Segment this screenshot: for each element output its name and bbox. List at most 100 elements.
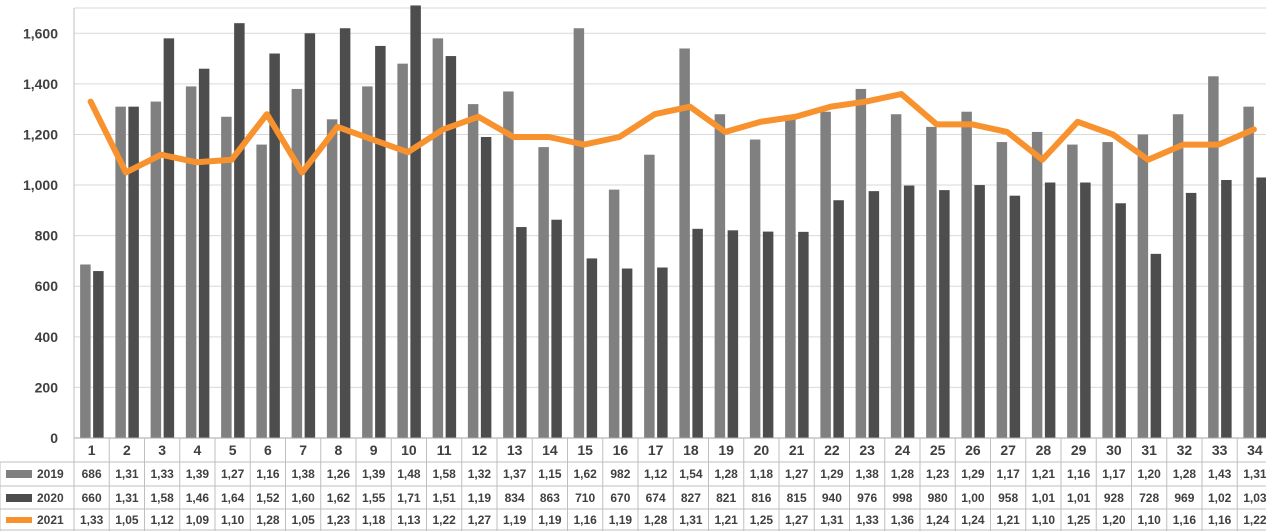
data-label-2021: 1,31 <box>820 513 844 527</box>
bar-2020 <box>339 28 351 439</box>
data-label-2019: 1,37 <box>503 467 527 481</box>
bar-2020 <box>480 137 492 438</box>
x-tick-label: 33 <box>1212 442 1228 458</box>
data-label-2019: 1,16 <box>1067 467 1091 481</box>
bar-2020 <box>304 33 316 438</box>
data-label-2021: 1,24 <box>961 513 985 527</box>
data-label-2019: 1,31 <box>1243 467 1266 481</box>
data-label-2020: 980 <box>928 491 948 505</box>
data-label-2020: 1,02 <box>1208 491 1232 505</box>
bar-2020 <box>1044 182 1056 438</box>
line-2021 <box>87 91 1257 176</box>
bar-2020 <box>1150 253 1162 438</box>
x-tick-label: 11 <box>437 442 452 458</box>
data-label-2020: 1,62 <box>327 491 351 505</box>
data-label-2021: 1,28 <box>256 513 280 527</box>
bar-2019 <box>397 63 408 438</box>
data-label-2021: 1,20 <box>1102 513 1126 527</box>
y-tick-label: 600 <box>35 278 59 294</box>
data-label-2019: 1,27 <box>785 467 809 481</box>
data-label-2021: 1,10 <box>221 513 245 527</box>
bar-2019 <box>221 116 232 438</box>
x-tick-label: 8 <box>334 442 342 458</box>
data-label-2020: 821 <box>716 491 736 505</box>
bar-2020 <box>410 5 421 439</box>
x-tick-label: 19 <box>718 442 734 458</box>
y-tick-label: 1,400 <box>23 76 58 92</box>
data-label-2019: 1,26 <box>327 467 351 481</box>
bar-2019 <box>855 88 867 439</box>
x-tick-label: 25 <box>930 442 946 458</box>
legend-key-2020 <box>6 494 32 502</box>
x-tick-label: 12 <box>472 442 488 458</box>
data-label-2021: 1,16 <box>1173 513 1197 527</box>
x-tick-label: 3 <box>158 442 166 458</box>
bar-2019 <box>573 28 585 439</box>
data-label-2021: 1,16 <box>573 513 597 527</box>
bar-2019 <box>961 111 972 439</box>
data-label-2019: 1,58 <box>432 467 456 481</box>
data-label-2019: 1,28 <box>714 467 738 481</box>
y-tick-label: 1,000 <box>23 177 58 193</box>
bar-2020 <box>128 106 139 438</box>
y-tick-label: 1,200 <box>23 126 58 142</box>
y-tick-label: 200 <box>35 379 59 395</box>
data-label-2020: 958 <box>998 491 1018 505</box>
data-label-2021: 1,36 <box>891 513 915 527</box>
data-label-2019: 982 <box>610 467 630 481</box>
data-label-2021: 1,09 <box>186 513 210 527</box>
bar-2019 <box>926 126 937 438</box>
data-label-2020: 1,55 <box>362 491 386 505</box>
bar-2019 <box>432 38 444 439</box>
x-tick-label: 30 <box>1106 442 1122 458</box>
bar-2019 <box>1243 106 1254 438</box>
data-label-2019: 1,28 <box>1173 467 1197 481</box>
data-label-2019: 1,38 <box>855 467 879 481</box>
data-label-2019: 1,31 <box>115 467 139 481</box>
bar-2019 <box>820 111 831 439</box>
data-label-2020: 940 <box>822 491 842 505</box>
x-tick-label: 27 <box>1000 442 1016 458</box>
bar-2020 <box>93 271 104 438</box>
bar-2020 <box>1009 195 1021 438</box>
data-label-2020: 1,71 <box>397 491 421 505</box>
x-tick-label: 22 <box>824 442 840 458</box>
data-label-2020: 815 <box>787 491 807 505</box>
bar-series <box>80 5 1266 439</box>
data-label-2020: 1,31 <box>115 491 139 505</box>
y-tick-label: 1,600 <box>23 25 58 41</box>
data-label-2019: 1,12 <box>644 467 668 481</box>
data-label-2019: 1,29 <box>820 467 844 481</box>
data-label-2019: 1,29 <box>961 467 985 481</box>
data-label-2020: 1,58 <box>150 491 174 505</box>
data-label-2021: 1,19 <box>503 513 527 527</box>
data-label-2021: 1,28 <box>644 513 668 527</box>
data-label-2020: 827 <box>681 491 701 505</box>
data-label-2019: 1,27 <box>221 467 245 481</box>
bar-2020 <box>1221 180 1232 438</box>
data-label-2021: 1,05 <box>115 513 139 527</box>
data-label-2020: 674 <box>646 491 666 505</box>
data-label-2021: 1,33 <box>80 513 104 527</box>
bar-2020 <box>868 191 880 438</box>
x-tick-label: 29 <box>1071 442 1087 458</box>
bar-2020 <box>621 268 633 438</box>
bar-2019 <box>256 144 267 438</box>
y-tick-label: 400 <box>35 329 59 345</box>
bar-2019 <box>608 189 620 438</box>
x-tick-label: 24 <box>895 442 911 458</box>
data-label-2019: 1,43 <box>1208 467 1232 481</box>
data-label-2019: 1,15 <box>538 467 562 481</box>
data-label-2021: 1,21 <box>714 513 738 527</box>
x-tick-label: 32 <box>1177 442 1193 458</box>
bar-2019 <box>1172 114 1184 438</box>
data-label-2021: 1,24 <box>926 513 950 527</box>
bar-2019 <box>1137 134 1149 438</box>
bar-2019 <box>115 106 126 438</box>
bar-2020 <box>798 231 809 438</box>
data-label-2021: 1,22 <box>1243 513 1266 527</box>
bar-2020 <box>1080 182 1091 438</box>
bar-2019 <box>503 91 514 439</box>
bar-2020 <box>692 228 703 438</box>
data-label-2019: 1,21 <box>1032 467 1056 481</box>
